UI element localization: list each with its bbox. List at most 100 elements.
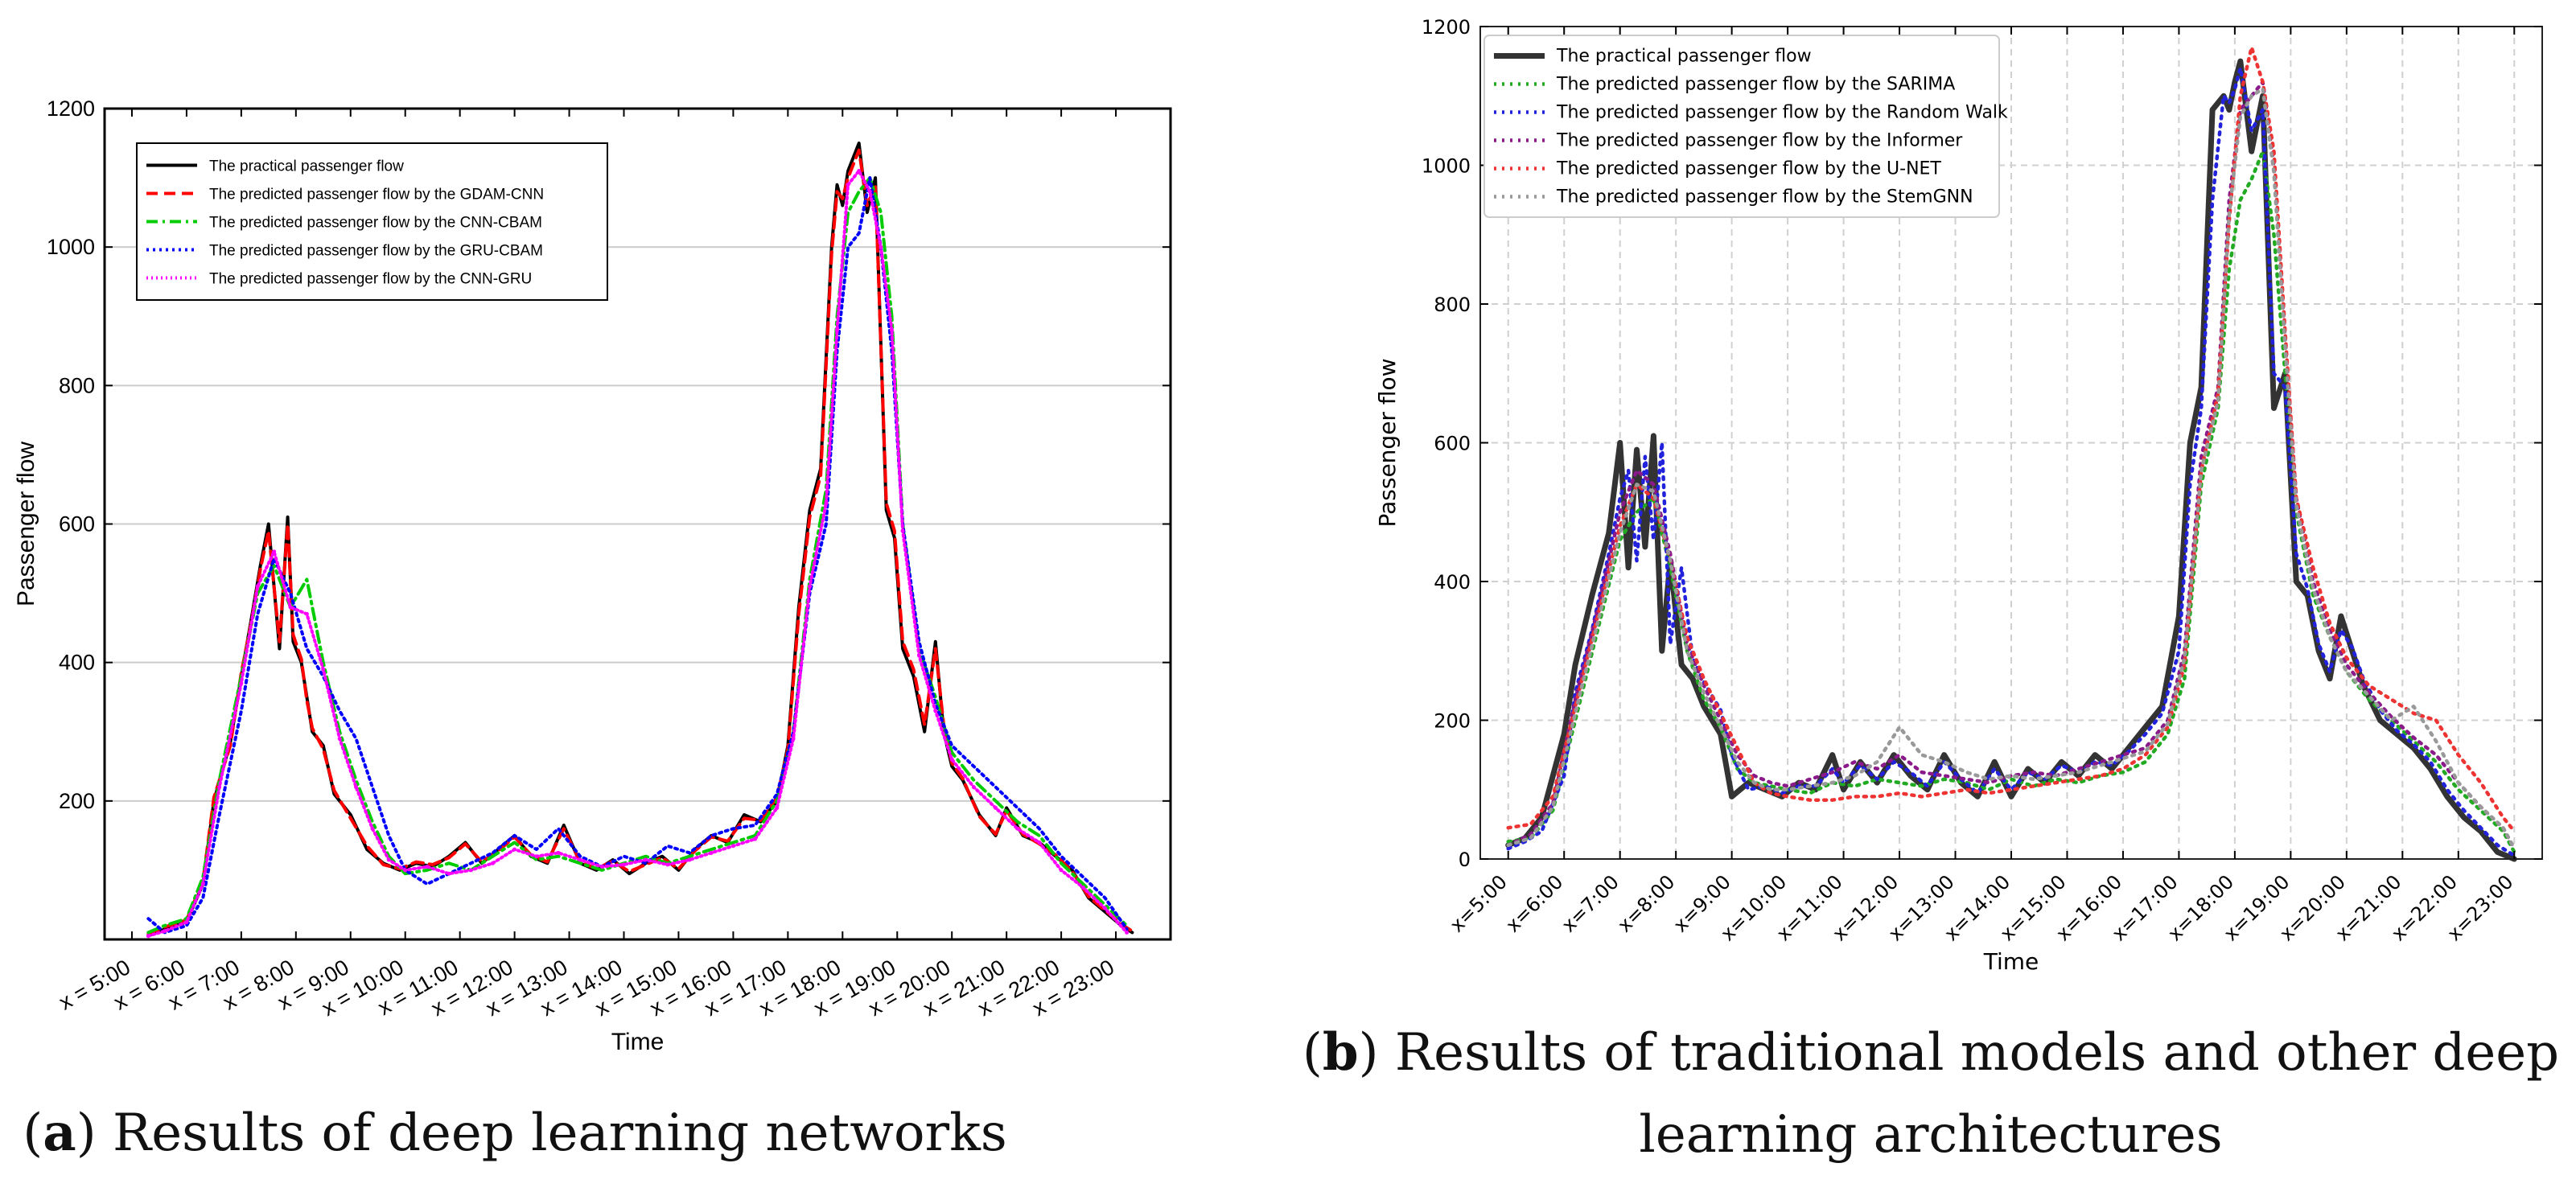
chart-a-ytick-label-4: 1000 [47, 235, 95, 259]
chart-a-series-4-point-19 [490, 861, 495, 865]
chart-a-series-4-point-47 [994, 805, 998, 810]
chart-a-legend-box [136, 142, 608, 301]
chart-a-series-4-point-0 [146, 934, 150, 939]
chart-a-series-group [146, 142, 1134, 939]
chart-a-series-4-point-50 [1059, 868, 1064, 873]
chart-a-series-4-point-34 [808, 584, 813, 589]
chart-b-ytick-label-6: 1200 [1422, 16, 1471, 39]
chart-b-series-line-5 [1506, 87, 2516, 851]
chart-a-series-4-point-6 [255, 584, 260, 589]
chart-a-series-4-point-53 [1125, 930, 1130, 935]
caption-b-line-2: learning architectures [1639, 1105, 2222, 1165]
chart-b-ytick-label-4: 800 [1434, 294, 1471, 316]
chart-b-legend-label-1: The predicted passenger flow by the SARI… [1556, 75, 1955, 95]
chart-a-series-4-point-16 [425, 865, 430, 869]
chart-a-series-4-point-29 [709, 850, 714, 855]
chart-a-ytick-label-0: 200 [59, 789, 95, 813]
chart-panel-b: 0 200 400 600 800 1000 1200 x=5:00x=6:00x=7:00… [1374, 16, 2543, 975]
chart-b-y-axis-label: Passenger flow [1374, 358, 1401, 527]
chart-a-series-4-point-15 [403, 868, 408, 873]
chart-b-legend-label-3: The predicted passenger flow by the Info… [1556, 131, 1963, 151]
chart-a-series-4-point-33 [791, 736, 796, 741]
chart-a-series-4-point-17 [446, 871, 451, 876]
chart-b-series-line-3 [1506, 80, 2516, 851]
chart-a-series-4-point-35 [824, 501, 829, 506]
chart-b-y-ticks: 0 200 400 600 800 1000 1200 [1422, 16, 2542, 871]
chart-a-series-4-point-12 [354, 785, 359, 790]
chart-b-legend: The practical passenger flow The predicte… [1483, 35, 2008, 218]
chart-a-legend-label-0: The practical passenger flow [209, 158, 404, 175]
caption-b-paren-open: ( [1302, 1023, 1323, 1083]
chart-a-series-4-point-8 [288, 605, 293, 610]
chart-b-legend-box [1483, 35, 2000, 218]
chart-b-xtick-label-0: x=5:00 [1446, 870, 1512, 936]
caption-a-paren-close: ) [76, 1104, 113, 1163]
chart-a-x-axis-label: Time [611, 1029, 665, 1055]
chart-a-series-4-point-37 [846, 183, 850, 187]
chart-a-gridlines [105, 246, 1171, 802]
chart-a-series-4-point-32 [775, 805, 780, 810]
caption-b-paren-close: ) [1359, 1023, 1395, 1083]
chart-b-ytick-label-5: 1000 [1422, 155, 1471, 178]
chart-a-series-4-point-3 [200, 882, 205, 886]
caption-b-text-line-1: Results of traditional models and other … [1395, 1023, 2559, 1083]
chart-a-series-4-point-30 [730, 844, 735, 849]
chart-a-series-line-3 [146, 176, 1129, 935]
chart-a-series-4-point-27 [665, 862, 670, 867]
chart-a-series-4-point-31 [753, 836, 758, 841]
chart-a-y-axis-label: Passenger flow [13, 442, 39, 606]
chart-a-series-4-point-49 [1037, 840, 1042, 845]
chart-a-series-4-point-4 [217, 785, 222, 790]
chart-a-series-4-point-10 [321, 667, 326, 672]
chart-a-ytick-label-2: 600 [59, 512, 95, 536]
chart-a-legend-label-3: The predicted passenger flow by the GRU-… [209, 243, 543, 260]
chart-a-series-line-2 [146, 176, 1129, 935]
chart-a-series-4-point-2 [184, 919, 189, 924]
chart-a-series-4-point-18 [468, 868, 473, 873]
chart-b-legend-label-5: The predicted passenger flow by the Stem… [1556, 187, 1973, 208]
chart-b-legend-label-2: The predicted passenger flow by the Rand… [1556, 103, 2008, 123]
chart-a-y-ticks: 200 400 600 800 1000 1200 [47, 97, 1171, 813]
chart-a-series-4-point-42 [900, 528, 905, 533]
caption-a-paren-open: ( [23, 1104, 43, 1163]
chart-a-series-4-point-1 [163, 929, 167, 934]
chart-b-legend-label-4: The predicted passenger flow by the U-NE… [1556, 159, 1941, 179]
chart-a-series-4-point-24 [599, 865, 604, 869]
chart-a-series-4-point-20 [512, 847, 517, 852]
chart-b-ytick-label-3: 600 [1434, 433, 1471, 455]
chart-b-legend-label-0: The practical passenger flow [1556, 47, 1812, 67]
chart-a-series-4-point-52 [1102, 906, 1107, 910]
chart-a-series-4-point-46 [971, 785, 976, 790]
chart-a-series-4-point-36 [835, 327, 840, 332]
chart-a-ytick-label-3: 800 [59, 373, 95, 397]
chart-a-series-4-point-39 [867, 189, 872, 194]
chart-a-series-4-point-45 [949, 757, 954, 762]
chart-a-series-4-point-21 [534, 854, 539, 859]
chart-b-series-line-4 [1506, 45, 2516, 833]
chart-a-series-4-point-44 [933, 709, 938, 713]
chart-a-series-4-point-28 [687, 857, 692, 862]
chart-b-series-group [1505, 45, 2517, 862]
chart-a-series-4-point-13 [370, 826, 375, 831]
chart-a-series-line-4 [146, 169, 1129, 938]
chart-b-xtick-label-1: x=6:00 [1501, 870, 1567, 936]
chart-b-x-axis-label: Time [1983, 948, 2039, 975]
chart-a-series-4-point-38 [857, 168, 862, 173]
chart-b-series-line-2 [1506, 66, 2516, 857]
caption-b-label: b [1323, 1022, 1359, 1083]
caption-a-text: Results of deep learning networks [113, 1104, 1007, 1163]
chart-a-series-4-point-5 [239, 680, 244, 685]
chart-a-series-4-point-43 [916, 653, 921, 658]
chart-a-series-4-point-48 [1015, 826, 1020, 831]
chart-a-legend-label-2: The predicted passenger flow by the CNN-… [209, 215, 542, 232]
chart-a-series-4-point-26 [644, 857, 648, 862]
chart-a-series-4-point-11 [337, 736, 342, 741]
chart-a-series-4-point-40 [879, 245, 883, 249]
chart-b-xtick-label-3: x=8:00 [1613, 870, 1679, 936]
caption-a: (a) Results of deep learning networks [23, 1103, 1007, 1163]
chart-b-xtick-label-2: x=7:00 [1558, 870, 1623, 936]
chart-a-series-4-point-14 [386, 857, 391, 862]
chart-a-series-4-point-51 [1080, 885, 1085, 890]
chart-b-ytick-label-0: 0 [1459, 849, 1471, 871]
chart-a-series-4-point-7 [272, 549, 277, 554]
